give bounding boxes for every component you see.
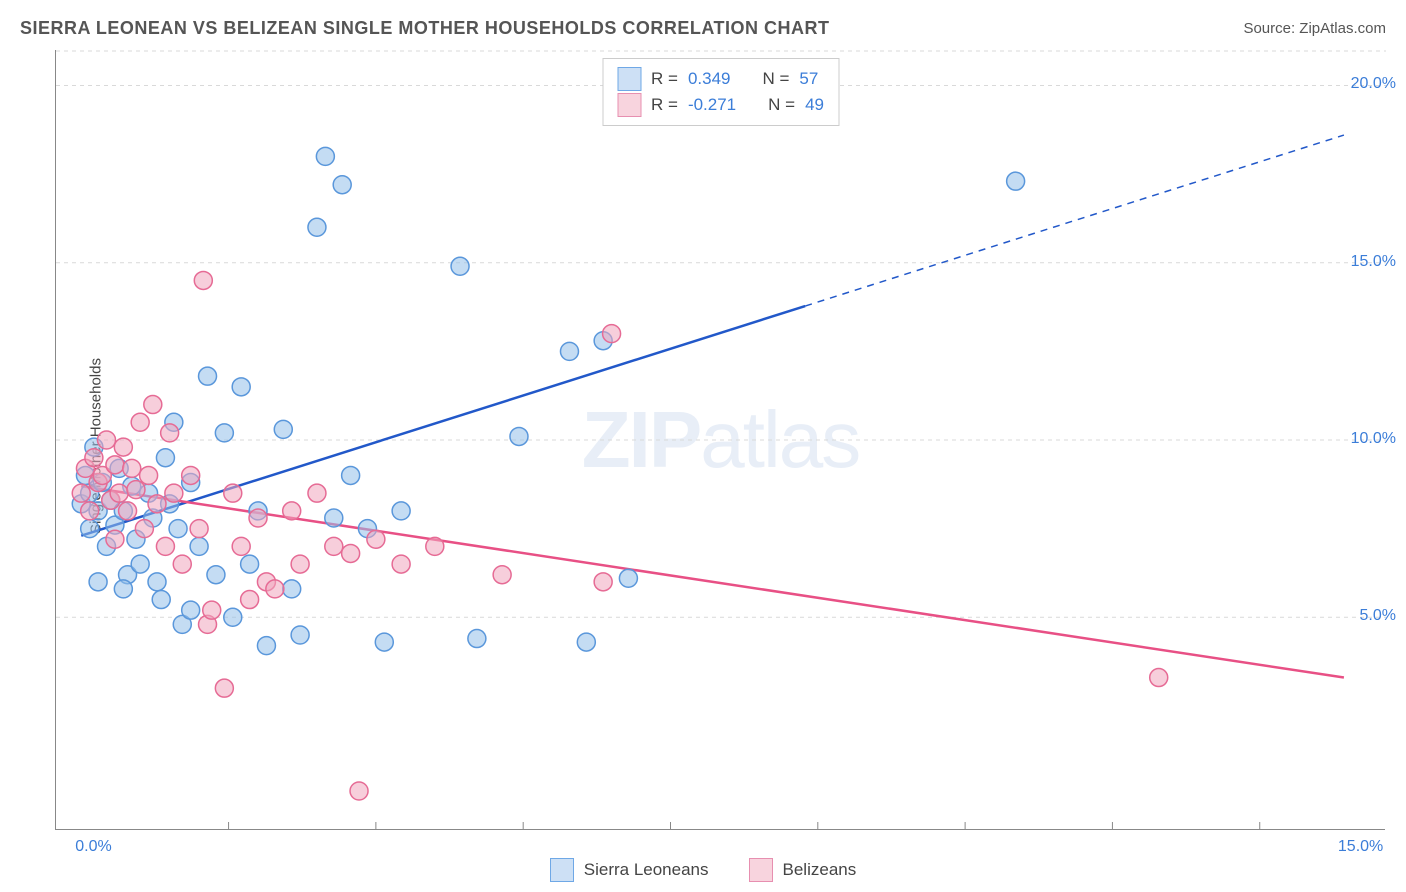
r-value-0: 0.349 bbox=[688, 69, 731, 89]
swatch-series-1 bbox=[617, 93, 641, 117]
stats-row-series-0: R = 0.349 N = 57 bbox=[617, 67, 824, 91]
chart-plot-area: ZIPatlas R = 0.349 N = 57 R = -0.271 N =… bbox=[55, 50, 1385, 830]
stats-row-series-1: R = -0.271 N = 49 bbox=[617, 93, 824, 117]
legend-item-1: Belizeans bbox=[749, 858, 857, 882]
legend-swatch-0 bbox=[550, 858, 574, 882]
n-value-1: 49 bbox=[805, 95, 824, 115]
y-tick-label: 5.0% bbox=[1360, 607, 1396, 625]
r-value-1: -0.271 bbox=[688, 95, 736, 115]
stats-legend: R = 0.349 N = 57 R = -0.271 N = 49 bbox=[602, 58, 839, 126]
x-tick-label: 15.0% bbox=[1338, 838, 1383, 856]
y-tick-label: 10.0% bbox=[1351, 430, 1396, 448]
legend-item-0: Sierra Leoneans bbox=[550, 858, 709, 882]
legend-label-1: Belizeans bbox=[783, 860, 857, 880]
chart-title: SIERRA LEONEAN VS BELIZEAN SINGLE MOTHER… bbox=[20, 18, 830, 39]
source-label: Source: ZipAtlas.com bbox=[1243, 20, 1386, 37]
legend-label-0: Sierra Leoneans bbox=[584, 860, 709, 880]
y-tick-label: 20.0% bbox=[1351, 75, 1396, 93]
r-label: R = bbox=[651, 69, 678, 89]
r-label: R = bbox=[651, 95, 678, 115]
swatch-series-0 bbox=[617, 67, 641, 91]
legend-swatch-1 bbox=[749, 858, 773, 882]
chart-svg bbox=[56, 50, 1386, 830]
n-label: N = bbox=[762, 69, 789, 89]
x-tick-label: 0.0% bbox=[75, 838, 111, 856]
series-legend: Sierra Leoneans Belizeans bbox=[0, 858, 1406, 882]
n-value-0: 57 bbox=[799, 69, 818, 89]
y-tick-label: 15.0% bbox=[1351, 253, 1396, 271]
n-label: N = bbox=[768, 95, 795, 115]
